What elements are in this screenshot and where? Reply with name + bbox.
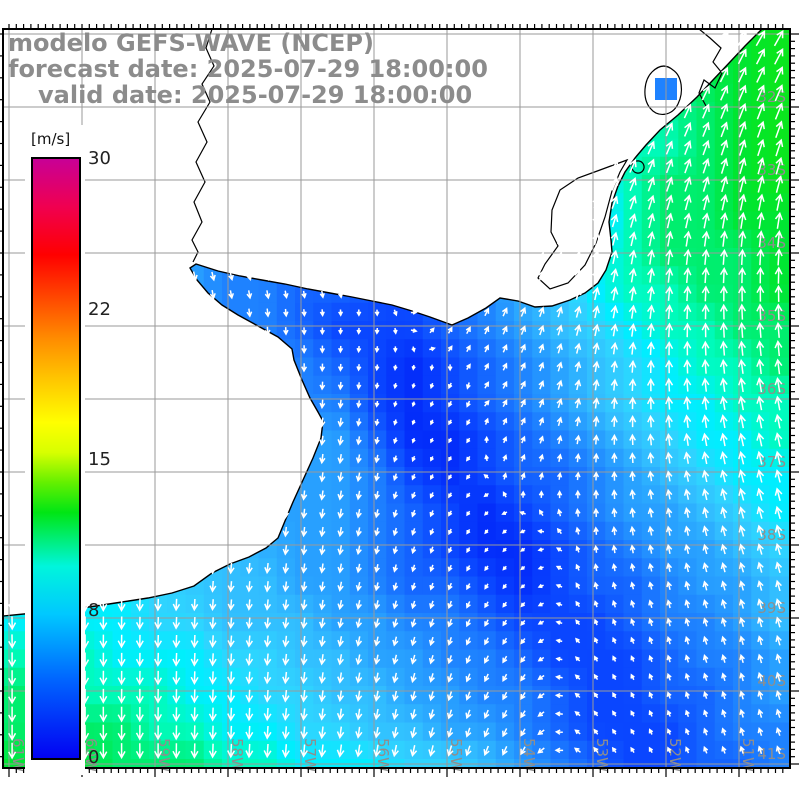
valid-date-line: valid date: 2025-07-29 18:00:00 — [38, 81, 473, 109]
longitude-label: 51W — [739, 738, 757, 772]
colorbar-tick-label: 0 — [88, 747, 100, 768]
colorbar-unit-label: [m/s] — [31, 130, 71, 148]
model-title: modelo GEFS-WAVE (NCEP) — [8, 29, 374, 57]
longitude-label: 61W — [9, 738, 27, 772]
longitude-label: 60W — [82, 738, 100, 772]
forecast-date-line: forecast date: 2025-07-29 18:00:00 — [8, 55, 488, 83]
longitude-label: 58W — [228, 738, 246, 772]
latitude-label: 41S — [757, 745, 786, 763]
longitude-label: 54W — [520, 738, 538, 772]
colorbar-tick-label: 15 — [88, 449, 111, 471]
axis-ticks — [0, 24, 799, 777]
latlon-grid — [4, 30, 789, 767]
colorbar-tick-label: 30 — [88, 148, 111, 169]
lagoon-outline — [698, 30, 723, 107]
longitude-label: 59W — [155, 738, 173, 772]
uruguay-river — [191, 30, 215, 263]
wind-direction-arrows — [8, 30, 784, 760]
colorbar-gradient — [31, 157, 81, 760]
grid-labels: 61W 60W 59W 58W 57W 56W 55W 54W 53W 52W 51W32S33S3… — [9, 88, 786, 772]
longitude-label: 56W — [374, 738, 392, 772]
colorbar-tick-label: 22 — [88, 298, 111, 320]
longitude-label: 53W — [593, 738, 611, 772]
lagoon-outline — [644, 65, 683, 115]
longitude-label: 57W — [301, 738, 319, 772]
lagoon-outline — [537, 158, 629, 290]
colorbar-tick-label: 8 — [88, 599, 100, 621]
longitude-label: 52W — [666, 738, 684, 772]
